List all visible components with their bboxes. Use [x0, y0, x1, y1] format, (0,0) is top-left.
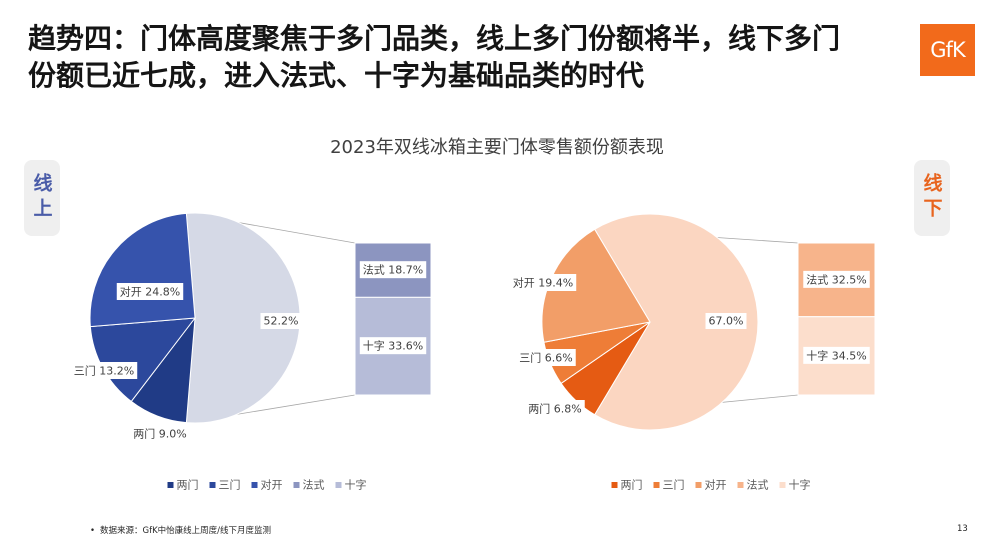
legend-item: 十字: [779, 478, 811, 492]
legend-item: 对开: [251, 478, 283, 492]
data-label: 三门 13.2%: [74, 364, 134, 378]
legend-item: 法式: [737, 478, 769, 492]
chart-online: 两门 9.0% 三门 13.2% 对开 24.8% 52.2% 法式 18.7% 十字 3…: [70, 212, 432, 492]
data-label: 法式 18.7%: [363, 263, 423, 277]
data-label: 67.0%: [709, 315, 744, 328]
chart-title: 2023年双线冰箱主要门体零售额份额表现: [330, 137, 664, 158]
data-label-box: [803, 270, 870, 288]
data-label-box: [116, 283, 184, 300]
legend-label: 对开: [261, 478, 283, 492]
legend-marker: [167, 482, 174, 488]
title-line-2: 份额已近七成，进入法式、十字为基础品类的时代: [28, 59, 645, 92]
data-label-box: [70, 362, 138, 379]
legend-marker: [293, 482, 300, 488]
chart-offline: 两门 6.8% 三门 6.6% 对开 19.4% 67.0% 法式 32.5% 十字 34…: [509, 213, 876, 492]
title-line-1: 趋势四：门体高度聚焦于多门品类，线上多门份额将半，线下多门: [28, 22, 841, 55]
logo-text: GfK: [930, 38, 965, 62]
legend-marker: [737, 482, 744, 488]
data-label: 52.2%: [264, 315, 299, 328]
channel-label-online-text: 线上: [30, 173, 53, 223]
channel-label-offline-text: 线下: [920, 173, 943, 223]
channel-label-online: 线上: [24, 160, 60, 236]
data-label: 对开 24.8%: [120, 285, 180, 299]
page-number: 13: [957, 524, 968, 534]
data-label-box: [803, 346, 870, 364]
data-label: 法式 32.5%: [806, 272, 866, 286]
legend-item: 两门: [167, 478, 199, 492]
legend-label: 两门: [177, 478, 199, 492]
legend-item: 法式: [293, 478, 325, 492]
footer-bullet: •: [90, 526, 96, 536]
legend-label: 法式: [747, 478, 769, 492]
slide-title: 趋势四：门体高度聚焦于多门品类，线上多门份额将半，线下多门 份额已近七成，进入法…: [28, 20, 840, 94]
data-label: 十字 34.5%: [806, 348, 866, 362]
pie-slice-split: [593, 213, 759, 431]
data-label-box: [509, 274, 577, 291]
legend-marker: [209, 482, 216, 488]
data-label-box: [130, 425, 190, 442]
data-label-box: [359, 337, 427, 355]
data-label-box: [359, 261, 427, 279]
legend-marker: [653, 482, 660, 488]
legend-item: 两门: [611, 478, 643, 492]
legend: 两门 三门 对开 法式 十字: [611, 478, 811, 492]
legend-label: 十字: [345, 478, 367, 492]
legend-marker: [779, 482, 786, 488]
pie-slice: [89, 212, 196, 328]
legend-label: 两门: [621, 478, 643, 492]
legend-label: 对开: [705, 478, 727, 492]
data-label: 两门 9.0%: [133, 427, 186, 441]
data-label-box: [516, 349, 576, 366]
legend-label: 三门: [663, 478, 685, 492]
data-label-box: [525, 400, 585, 417]
data-label-box: [260, 313, 302, 329]
legend-marker: [335, 482, 342, 488]
legend-label: 三门: [219, 478, 241, 492]
legend-marker: [251, 482, 258, 488]
data-label: 两门 6.8%: [528, 402, 581, 416]
footer: • 数据来源：GfK中怡康线上周度/线下月度监测: [90, 524, 271, 536]
gfk-logo: GfK: [920, 24, 975, 76]
legend-item: 十字: [335, 478, 367, 492]
legend-label: 十字: [789, 478, 811, 492]
channel-label-offline: 线下: [914, 160, 950, 236]
legend-marker: [695, 482, 702, 488]
data-label-box: [705, 313, 747, 329]
data-label: 三门 6.6%: [519, 351, 572, 365]
legend: 两门 三门 对开 法式 十字: [167, 478, 367, 492]
legend-item: 对开: [695, 478, 727, 492]
legend-marker: [611, 482, 618, 488]
data-label: 对开 19.4%: [513, 276, 573, 290]
data-label: 十字 33.6%: [363, 339, 423, 353]
legend-item: 三门: [209, 478, 241, 492]
legend-item: 三门: [653, 478, 685, 492]
data-source-note: 数据来源：GfK中怡康线上周度/线下月度监测: [100, 526, 272, 536]
legend-label: 法式: [303, 478, 325, 492]
